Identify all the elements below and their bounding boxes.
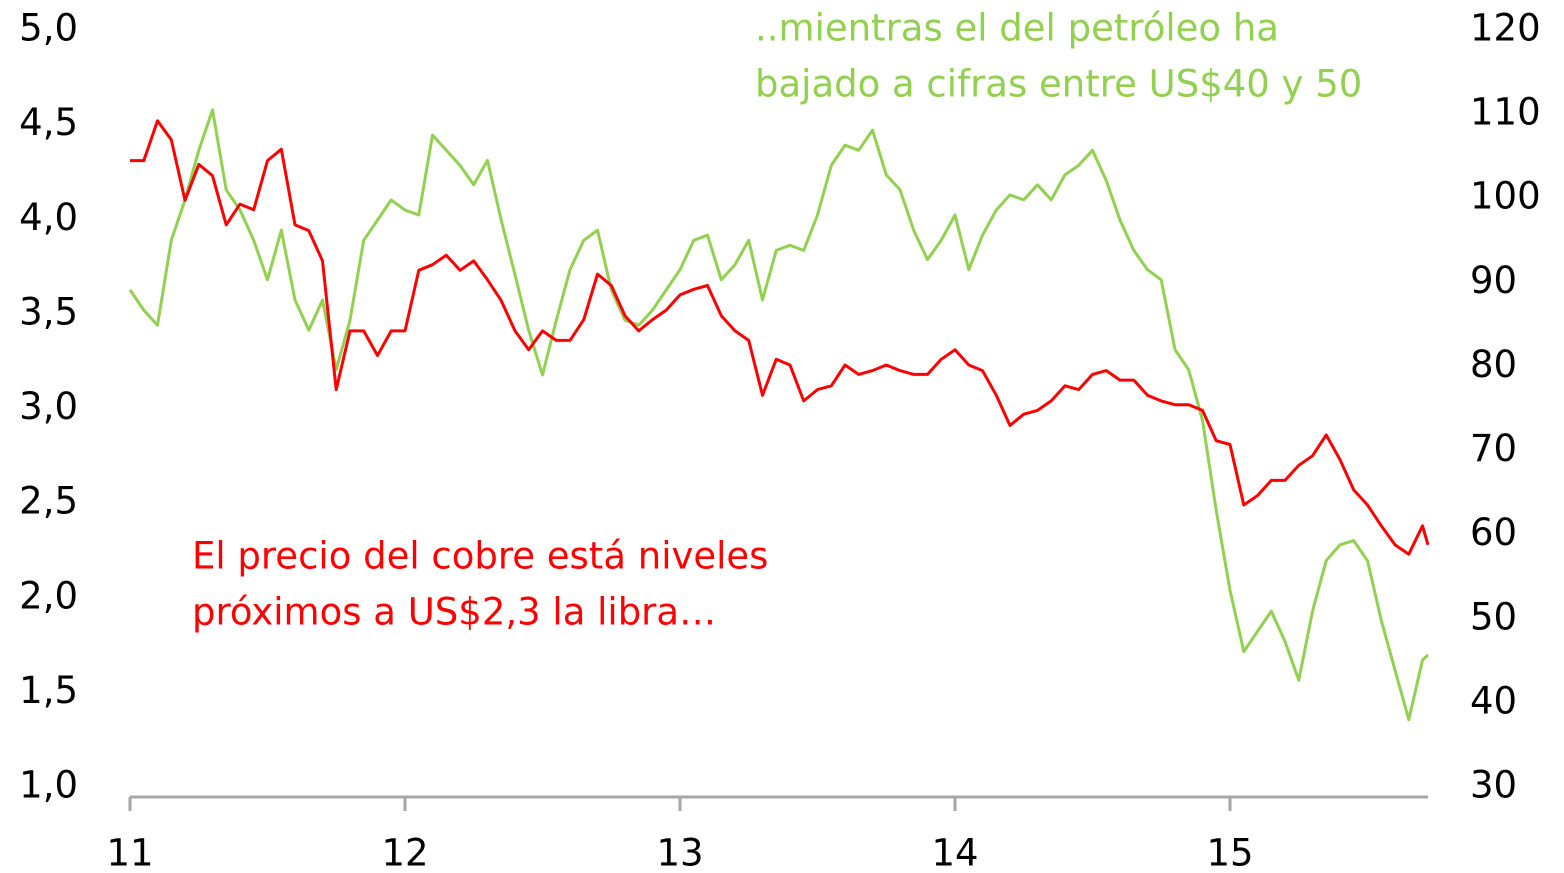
series-line bbox=[130, 119, 1430, 556]
y2-tick-label: 40 bbox=[1470, 679, 1517, 722]
y2-tick-label: 90 bbox=[1470, 259, 1517, 302]
y-tick-label: 4,5 bbox=[19, 101, 78, 144]
annotation: bajado a cifras entre US$40 y 50 bbox=[755, 63, 1362, 106]
annotation: ..mientras el del petróleo ha bbox=[755, 7, 1279, 50]
y2-tick-label: 120 bbox=[1470, 7, 1541, 50]
x-tick-label: 15 bbox=[1206, 832, 1253, 873]
y2-tick-label: 110 bbox=[1470, 91, 1541, 134]
x-tick-label: 12 bbox=[381, 832, 428, 873]
y2-tick-label: 100 bbox=[1470, 175, 1541, 218]
annotation: próximos a US$2,3 la libra… bbox=[192, 591, 716, 634]
y-tick-label: 4,0 bbox=[19, 196, 78, 239]
series-line bbox=[128, 108, 1430, 722]
y2-tick-label: 30 bbox=[1470, 764, 1517, 807]
y-tick-label: 1,0 bbox=[19, 764, 78, 807]
y-tick-label: 3,0 bbox=[19, 385, 78, 428]
y2-tick-label: 60 bbox=[1470, 511, 1517, 554]
y-tick-label: 1,5 bbox=[19, 669, 78, 712]
annotation: El precio del cobre está niveles bbox=[192, 535, 768, 578]
y2-tick-label: 70 bbox=[1470, 427, 1517, 470]
y-tick-label: 5,0 bbox=[19, 7, 78, 50]
y-tick-label: 2,5 bbox=[19, 480, 78, 523]
x-tick-label: 11 bbox=[106, 832, 153, 873]
y-tick-label: 3,5 bbox=[19, 290, 78, 333]
x-tick-label: 14 bbox=[931, 832, 978, 873]
y2-tick-label: 50 bbox=[1470, 595, 1517, 638]
x-tick-label: 13 bbox=[656, 832, 703, 873]
y-tick-label: 2,0 bbox=[19, 574, 78, 617]
y2-tick-label: 80 bbox=[1470, 343, 1517, 386]
